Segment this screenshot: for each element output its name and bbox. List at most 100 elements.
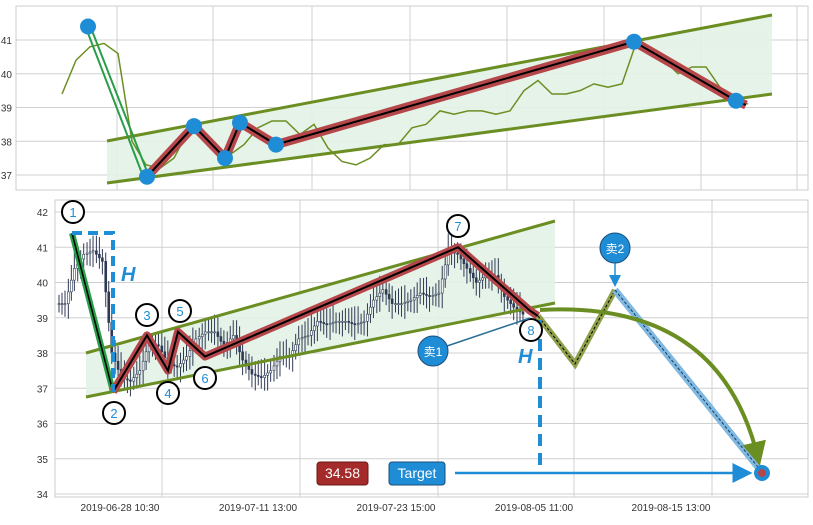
candle-body: [88, 251, 92, 254]
height-measure-left: [72, 231, 115, 392]
channel-lower-line: [106, 92, 773, 185]
price-line: [61, 42, 749, 170]
wave-node: [626, 33, 642, 50]
y-tick-label: 41: [37, 243, 49, 254]
wave-label: 4: [164, 386, 171, 401]
candle-body: [384, 289, 388, 295]
candle-body: [369, 306, 372, 315]
channel-upper-line: [106, 13, 773, 143]
wave-node: [728, 92, 744, 109]
x-tick-label: 2019-07-23 15:00: [357, 503, 436, 514]
candle-body: [400, 303, 403, 305]
target-point-core: [758, 469, 766, 477]
candle-body: [521, 311, 525, 315]
candle-body: [57, 303, 61, 305]
candle-body: [478, 279, 481, 283]
wave-node: [139, 168, 155, 185]
candle-body: [63, 303, 67, 305]
candle-body: [338, 320, 341, 323]
candle-body: [200, 333, 204, 337]
candle-body: [275, 360, 279, 367]
candle-body: [85, 252, 89, 255]
y-tick-label: 39: [1, 104, 13, 115]
candle-body: [95, 250, 98, 255]
forecast-zigzag-center: [537, 289, 616, 365]
y-tick-label: 38: [37, 349, 49, 360]
candle-body: [406, 300, 410, 303]
impulse-line-a: [85, 27, 144, 177]
candle-body: [418, 292, 422, 296]
candle-body: [207, 331, 210, 334]
candle-body: [422, 292, 425, 295]
candle-body: [481, 277, 484, 281]
candle-body: [67, 291, 70, 304]
y-tick-label: 37: [37, 384, 49, 395]
candle-body: [231, 335, 235, 340]
candle-body: [73, 268, 76, 281]
channel-lower-line: [85, 301, 556, 399]
target-label-box: [388, 461, 446, 486]
impulse-line-b: [90, 27, 149, 175]
candle-body: [82, 254, 85, 260]
candle-body: [250, 369, 254, 375]
candle-body: [259, 376, 263, 378]
candle-body: [256, 375, 260, 377]
sell2-label: 卖2: [606, 242, 625, 256]
candle-body: [356, 323, 360, 326]
wave-label: 7: [454, 219, 461, 234]
wave-label: 8: [527, 323, 534, 338]
y-tick-label: 41: [1, 36, 13, 47]
candle-body: [269, 370, 272, 374]
candle-body: [91, 250, 95, 253]
y-tick-label: 40: [1, 70, 13, 81]
y-tick-label: 38: [1, 137, 13, 148]
candle-body: [197, 336, 201, 340]
sell1-pointer: [446, 317, 531, 347]
sell1-marker: [417, 335, 449, 367]
candle-body: [132, 377, 136, 382]
channel-upper-line: [85, 219, 556, 355]
wave-label-circle: [102, 401, 126, 425]
x-tick-label: 2019-08-15 13:00: [632, 503, 711, 514]
x-tick-label: 2019-06-28 10:30: [81, 503, 160, 514]
candle-body: [456, 252, 459, 255]
candle-body: [409, 299, 413, 302]
height-label-right: H: [518, 346, 533, 368]
candle-body: [465, 263, 469, 269]
candle-body: [141, 360, 145, 371]
projection-arc-arrow: [539, 307, 766, 466]
candle-body: [175, 365, 179, 368]
candle-body: [135, 373, 139, 378]
wave-label: 5: [176, 304, 183, 319]
candle-body: [98, 254, 101, 259]
candle-body: [390, 298, 394, 304]
candle-body: [471, 272, 475, 279]
candle-body: [303, 336, 307, 339]
wave-label: 1: [69, 205, 76, 220]
candle-body: [160, 345, 164, 353]
y-tick-label: 40: [37, 279, 49, 290]
y-tick-label: 42: [37, 208, 49, 219]
candle-body: [126, 378, 129, 381]
candle-body: [294, 344, 297, 351]
y-tick-label: 35: [37, 455, 49, 466]
wave-label-circle: [168, 299, 192, 323]
candle-body: [403, 302, 407, 304]
candle-body: [428, 295, 431, 297]
wave-label-circle: [193, 366, 217, 390]
candle-body: [313, 325, 316, 331]
candle-body: [182, 359, 185, 364]
impulse-center-line: [71, 232, 114, 392]
top-panel: 37 38 39 40 41: [1, 5, 809, 191]
candle-body: [443, 264, 447, 280]
candle-body: [344, 320, 347, 323]
candle-body: [107, 291, 111, 323]
y-tick-label: 37: [1, 171, 13, 182]
wave-label: 3: [143, 308, 150, 323]
candle-body: [138, 370, 142, 375]
candle-body: [328, 323, 332, 326]
x-tick-label: 2019-08-05 11:00: [495, 503, 574, 514]
wave-label-circle: [519, 318, 543, 342]
candle-body: [101, 257, 104, 262]
